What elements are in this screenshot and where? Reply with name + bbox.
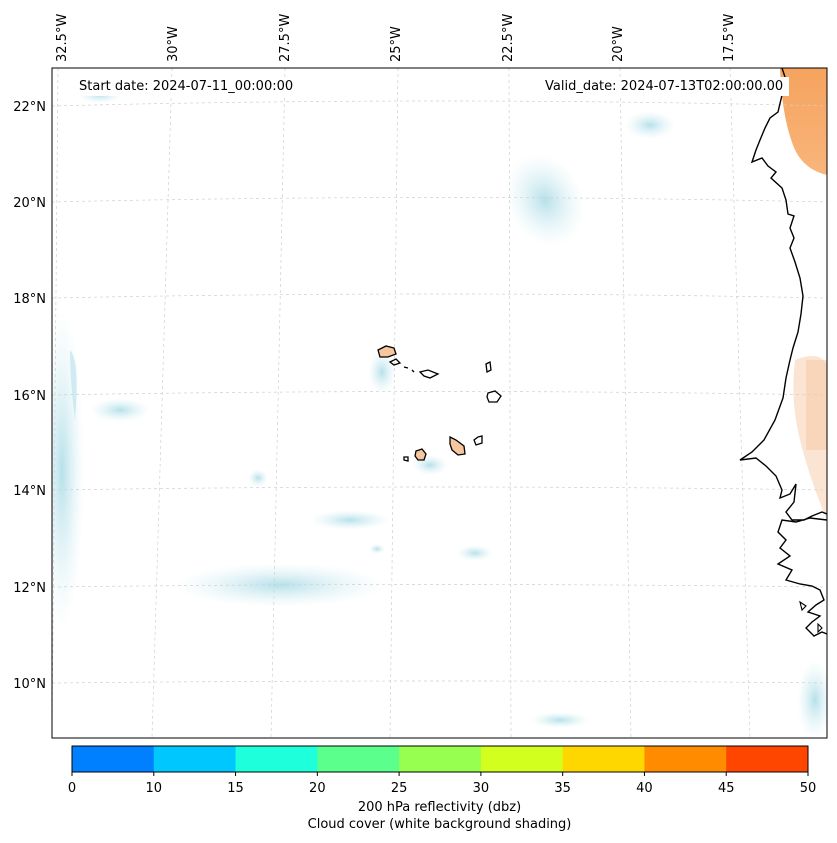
colorbar-tick-label: 35: [554, 781, 571, 796]
colorbar-segment: [644, 746, 727, 772]
map-frame: [51, 67, 828, 739]
colorbar-segment: [72, 746, 155, 772]
cloud-cover-shading: [52, 87, 827, 738]
lon-label-27-5w: 27.5°W: [278, 14, 293, 62]
lat-label-18n: 18°N: [13, 292, 46, 307]
lat-label-12n: 12°N: [13, 581, 46, 596]
map-panel: [52, 68, 827, 738]
lat-label-16n: 16°N: [13, 389, 46, 404]
cape-verde-islands: [377, 345, 502, 462]
colorbar-tick-label: 30: [473, 781, 490, 796]
ocean-background: [52, 68, 827, 738]
colorbar-tick-label: 45: [718, 781, 735, 796]
colorbar-tick-label: 40: [636, 781, 653, 796]
colorbar-segment: [153, 746, 237, 772]
latitude-labels: 22°N 20°N 18°N 16°N 14°N 12°N 10°N: [13, 100, 46, 692]
colorbar-frame: [71, 745, 809, 773]
africa-coastline: [739, 68, 827, 637]
longitude-labels: 32.5°W 30°W 27.5°W 25°W 22.5°W 20°W 17.5…: [55, 14, 737, 62]
colorbar: [72, 746, 809, 772]
colorbar-segment: [235, 746, 318, 772]
lon-label-20w: 20°W: [611, 26, 626, 62]
colorbar-segment: [317, 746, 400, 772]
lon-label-22-5w: 22.5°W: [501, 14, 516, 62]
colorbar-segment: [399, 746, 482, 772]
lon-label-25w: 25°W: [389, 26, 404, 62]
start-date-label: Start date: 2024-07-11_00:00:00: [73, 77, 300, 96]
colorbar-label: 200 hPa reflectivity (dbz): [357, 800, 522, 815]
colorbar-ticks: 0 10 15 20 25 30 35 40 45 50: [68, 772, 816, 796]
colorbar-sublabel: Cloud cover (white background shading): [307, 817, 572, 832]
lat-label-10n: 10°N: [13, 677, 46, 692]
lon-label-32-5w: 32.5°W: [55, 14, 70, 62]
lat-label-14n: 14°N: [13, 484, 46, 499]
colorbar-tick-label: 25: [391, 781, 408, 796]
colorbar-tick-label: 20: [309, 781, 326, 796]
colorbar-tick-label: 0: [68, 781, 76, 796]
valid-date-label: Valid_date: 2024-07-13T02:00:00.00: [539, 77, 790, 96]
colorbar-segment: [562, 746, 645, 772]
colorbar-segment: [726, 746, 809, 772]
lat-label-22n: 22°N: [13, 100, 46, 115]
colorbar-tick-label: 10: [146, 781, 163, 796]
colorbar-tick-label: 15: [227, 781, 244, 796]
lon-label-17-5w: 17.5°W: [722, 14, 737, 62]
colorbar-tick-label: 50: [800, 781, 817, 796]
lon-label-30w: 30°W: [166, 26, 181, 62]
colorbar-segment: [480, 746, 564, 772]
lat-label-20n: 20°N: [13, 196, 46, 211]
graticule: [52, 68, 827, 738]
reflectivity-shading: [70, 68, 827, 520]
